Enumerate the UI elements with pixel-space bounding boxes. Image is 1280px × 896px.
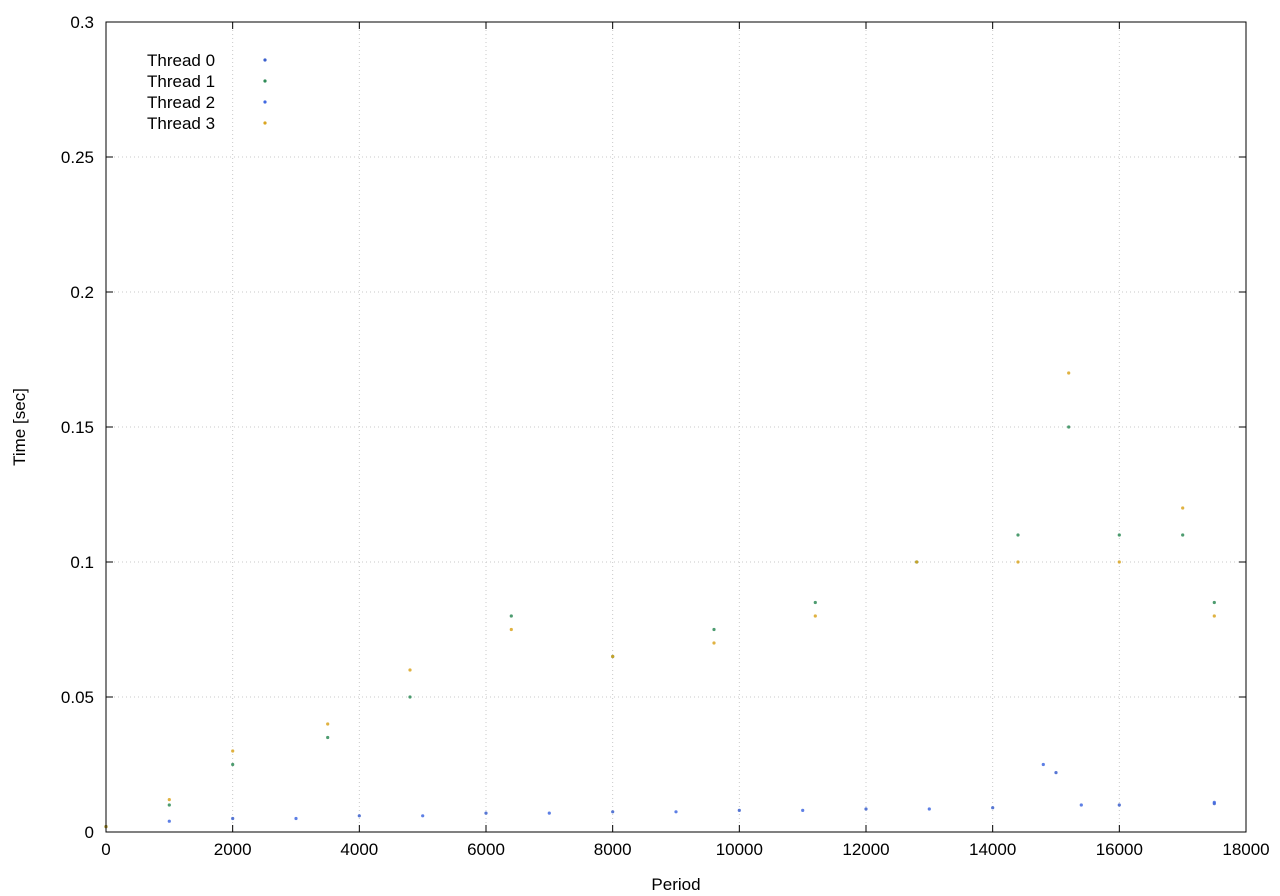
data-point (712, 627, 716, 632)
y-axis-title: Time [sec] (10, 388, 29, 466)
data-point (1016, 560, 1020, 564)
data-point (915, 560, 919, 564)
data-point (357, 814, 361, 818)
data-point (1181, 506, 1185, 510)
data-point (294, 816, 298, 821)
data-point (927, 807, 931, 811)
legend-entry-label: Thread 0 (147, 51, 215, 70)
data-point (167, 798, 171, 802)
data-point (326, 722, 330, 726)
data-point (326, 735, 330, 740)
data-point (421, 814, 425, 818)
data-points (104, 371, 1216, 829)
data-point (864, 807, 868, 811)
series-3-points (104, 371, 1216, 829)
y-tick-label: 0 (85, 823, 94, 842)
x-tick-label: 18000 (1222, 840, 1269, 859)
data-point (801, 808, 805, 813)
data-point (408, 695, 412, 699)
data-point (991, 806, 995, 810)
data-point (484, 811, 488, 815)
y-tick-label: 0.2 (70, 283, 94, 302)
data-point (674, 810, 678, 814)
data-point (408, 668, 412, 672)
data-point (1212, 600, 1216, 605)
axis-ticks: 0 2000 4000 6000 8000 10000 12000 14000 16000 180… (61, 13, 1270, 859)
data-point (611, 810, 615, 814)
data-point (509, 627, 513, 632)
data-point (1067, 425, 1071, 429)
y-tick-label: 0.1 (70, 553, 94, 572)
data-point (1212, 800, 1216, 804)
legend: Thread 0 Thread 1 Thread 2 Thread 3 (147, 51, 267, 133)
legend-entry-label: Thread 1 (147, 72, 215, 91)
data-point (231, 749, 235, 753)
data-point (712, 641, 716, 645)
x-tick-label: 6000 (467, 840, 505, 859)
x-tick-label: 12000 (842, 840, 889, 859)
legend-entry-label: Thread 3 (147, 114, 215, 133)
y-tick-label: 0.3 (70, 13, 94, 32)
data-point (813, 614, 817, 618)
data-point (1117, 803, 1121, 807)
data-point (813, 600, 817, 605)
data-point (1067, 371, 1071, 375)
y-tick-label: 0.15 (61, 418, 94, 437)
legend-marker (263, 79, 267, 83)
data-point (1016, 533, 1020, 537)
legend-marker (263, 100, 267, 104)
data-point (1079, 803, 1083, 807)
legend-marker (263, 58, 267, 62)
x-tick-label: 10000 (716, 840, 763, 859)
x-tick-label: 2000 (214, 840, 252, 859)
data-point (509, 614, 513, 618)
series-2-points (167, 762, 1216, 823)
data-point (547, 811, 551, 815)
data-point (231, 762, 235, 767)
x-tick-label: 0 (101, 840, 110, 859)
legend-marker (263, 121, 267, 125)
series-0-points (104, 771, 1216, 829)
data-point (1054, 771, 1058, 775)
grid-lines (106, 22, 1246, 832)
data-point (1212, 614, 1216, 618)
legend-entry-label: Thread 2 (147, 93, 215, 112)
data-point (611, 654, 615, 659)
data-point (1117, 533, 1121, 537)
x-axis-title: Period (651, 875, 700, 894)
x-tick-label: 4000 (340, 840, 378, 859)
data-point (167, 803, 171, 807)
y-tick-label: 0.25 (61, 148, 94, 167)
data-point (737, 808, 741, 813)
data-point (1181, 533, 1185, 537)
data-point (167, 819, 171, 823)
y-tick-label: 0.05 (61, 688, 94, 707)
x-tick-label: 8000 (594, 840, 632, 859)
data-point (231, 816, 235, 821)
x-tick-label: 16000 (1096, 840, 1143, 859)
data-point (1041, 762, 1045, 767)
x-tick-label: 14000 (969, 840, 1016, 859)
data-point (1117, 560, 1121, 564)
